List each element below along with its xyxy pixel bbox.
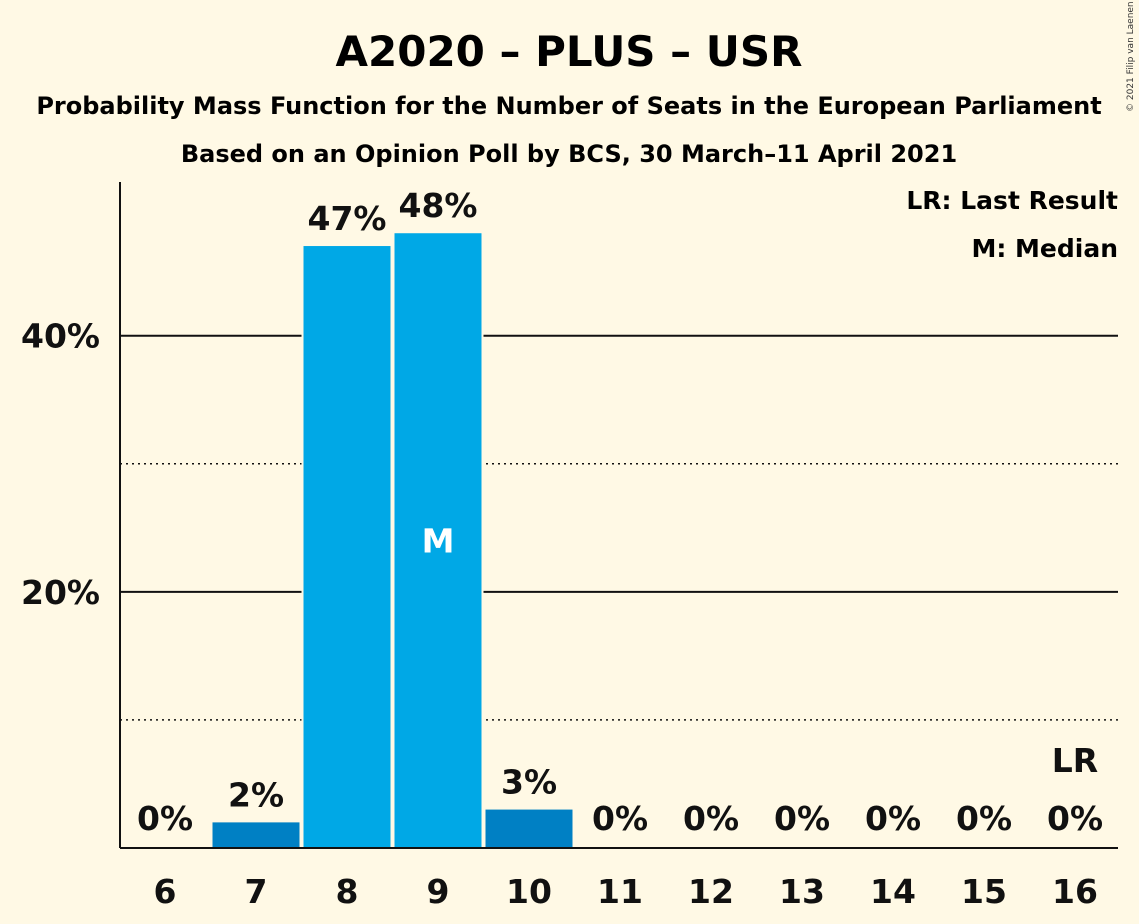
- x-tick-7: 7: [245, 872, 268, 911]
- y-tick-40: 40%: [21, 317, 100, 356]
- chart-title: A2020 – PLUS – USR: [336, 27, 803, 76]
- data-label-seats-6: 0%: [137, 799, 193, 838]
- y-tick-20: 20%: [21, 573, 100, 612]
- last-result-marker: LR: [1052, 741, 1098, 780]
- copyright-notice: © 2021 Filip van Laenen: [1126, 1, 1136, 112]
- data-label-seats-8: 47%: [308, 199, 387, 238]
- bar-seats-9: [394, 233, 482, 848]
- bars: [210, 233, 575, 849]
- data-label-seats-14: 0%: [865, 799, 921, 838]
- legend-last-result: LR: Last Result: [906, 186, 1118, 215]
- bar-seats-10: [485, 809, 573, 848]
- chart-subtitle: Probability Mass Function for the Number…: [36, 92, 1101, 120]
- data-label-seats-7: 2%: [228, 775, 284, 814]
- data-label-seats-11: 0%: [592, 799, 648, 838]
- data-label-seats-15: 0%: [956, 799, 1012, 838]
- bar-seats-8: [303, 246, 391, 849]
- x-tick-16: 16: [1052, 872, 1098, 911]
- x-tick-10: 10: [506, 872, 552, 911]
- x-tick-9: 9: [427, 872, 450, 911]
- data-label-seats-10: 3%: [501, 763, 557, 802]
- gridlines: [120, 334, 1118, 721]
- bar-seats-7: [212, 822, 300, 848]
- legend-median: M: Median: [971, 234, 1118, 263]
- data-label-seats-9: 48%: [399, 186, 478, 225]
- data-labels: 0% 2% 47% 48% M 3% 0% 0% 0% 0% 0% 0% LR: [137, 186, 1103, 838]
- data-label-seats-13: 0%: [774, 799, 830, 838]
- data-label-seats-12: 0%: [683, 799, 739, 838]
- chart-subtitle-poll: Based on an Opinion Poll by BCS, 30 Marc…: [181, 140, 957, 168]
- x-tick-12: 12: [688, 872, 734, 911]
- median-marker: M: [422, 522, 455, 561]
- x-tick-15: 15: [961, 872, 1007, 911]
- x-tick-8: 8: [336, 872, 359, 911]
- x-tick-labels: 6 7 8 9 10 11 12 13 14 15 16: [154, 872, 1098, 911]
- y-tick-labels: 20% 40%: [21, 317, 100, 612]
- x-tick-11: 11: [597, 872, 643, 911]
- data-label-seats-16: 0%: [1047, 799, 1103, 838]
- x-tick-13: 13: [779, 872, 825, 911]
- x-tick-6: 6: [154, 872, 177, 911]
- x-tick-14: 14: [870, 872, 916, 911]
